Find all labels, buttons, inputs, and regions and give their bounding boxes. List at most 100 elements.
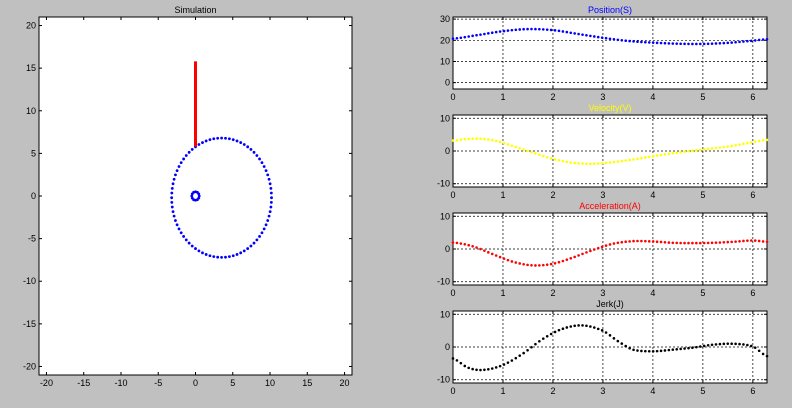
y-tick-label: 30 (440, 14, 450, 24)
data-point (687, 149, 690, 153)
data-point (604, 36, 608, 40)
data-point (538, 27, 541, 31)
data-point (616, 241, 620, 245)
y-tick-label: -10 (437, 277, 450, 287)
data-point (663, 349, 667, 352)
cam-profile-point (239, 141, 243, 144)
y-tick-label: -10 (437, 375, 450, 385)
data-point (738, 239, 741, 243)
cam-profile-point (269, 186, 273, 190)
cam-profile-point (212, 137, 216, 141)
cam-profile-point (212, 255, 216, 259)
data-point (647, 155, 651, 159)
data-point (451, 37, 455, 40)
data-point (577, 324, 580, 327)
y-tick-label: -10 (437, 179, 450, 189)
x-tick-label: 2 (550, 190, 555, 200)
axes-title: Velocity(V) (588, 103, 631, 113)
cam-profile-point (269, 200, 273, 204)
data-point (765, 37, 769, 41)
cam-profile-point (262, 165, 266, 168)
data-point (647, 349, 651, 353)
data-point (604, 244, 608, 247)
y-tick-label: 0 (445, 78, 450, 88)
data-point (577, 162, 580, 165)
data-point (553, 29, 557, 32)
data-point (734, 40, 737, 44)
cam-profile-point (220, 136, 223, 140)
cam-profile-point (197, 143, 201, 146)
data-point (730, 41, 733, 44)
cam-profile-point (177, 165, 181, 168)
data-point (706, 42, 710, 46)
data-point (620, 342, 624, 345)
cam-profile-point (208, 254, 212, 258)
data-point (644, 349, 647, 353)
data-point (628, 158, 631, 162)
data-point (746, 39, 749, 43)
data-point (479, 247, 482, 251)
x-tick-label: 3 (600, 288, 605, 298)
data-point (467, 243, 471, 247)
x-tick-label: 0 (450, 288, 455, 298)
data-point (569, 256, 573, 260)
data-point (545, 28, 549, 31)
data-point (718, 41, 722, 45)
data-point (494, 139, 498, 143)
data-point (765, 354, 769, 358)
data-point (510, 359, 514, 362)
data-point (600, 161, 604, 165)
data-point (734, 144, 737, 147)
x-tick-label: -10 (114, 378, 127, 388)
data-point (624, 344, 627, 348)
data-point (644, 239, 647, 243)
data-point (671, 152, 675, 155)
data-point (577, 254, 580, 257)
data-point (545, 334, 549, 338)
data-point (655, 154, 659, 157)
cam-profile-point (262, 227, 266, 231)
data-point (647, 240, 651, 243)
data-point (518, 354, 522, 357)
data-point (604, 331, 608, 334)
cam-profile-point (179, 161, 183, 165)
data-point (722, 145, 726, 149)
y-tick-label: 10 (440, 309, 450, 319)
y-tick-label: -10 (23, 276, 36, 286)
data-point (765, 138, 769, 142)
data-point (624, 159, 627, 162)
data-point (695, 148, 698, 152)
cam-center-point (197, 196, 201, 200)
data-point (675, 42, 679, 45)
cam-profile-point (239, 251, 243, 255)
data-point (734, 240, 737, 243)
data-point (581, 33, 584, 36)
data-point (647, 41, 651, 44)
data-point (565, 258, 569, 261)
data-point (632, 158, 635, 161)
data-point (761, 38, 765, 41)
data-point (628, 240, 631, 243)
x-tick-label: 6 (750, 288, 755, 298)
cam-profile-point (182, 235, 186, 238)
x-tick-label: 5 (700, 288, 705, 298)
data-point (687, 241, 690, 245)
data-point (549, 262, 553, 266)
data-point (722, 342, 726, 346)
data-point (698, 241, 702, 245)
data-point (502, 29, 506, 33)
data-point (502, 363, 506, 366)
data-point (683, 347, 686, 350)
data-point (738, 342, 741, 346)
data-point (483, 137, 486, 141)
data-point (506, 143, 510, 146)
data-point (718, 146, 722, 149)
x-tick-label: 6 (750, 386, 755, 396)
data-point (498, 30, 502, 33)
data-point (742, 343, 745, 346)
data-point (718, 342, 722, 346)
data-point (714, 42, 718, 45)
x-tick-label: 6 (750, 190, 755, 200)
data-point (561, 259, 565, 263)
data-point (636, 40, 639, 44)
